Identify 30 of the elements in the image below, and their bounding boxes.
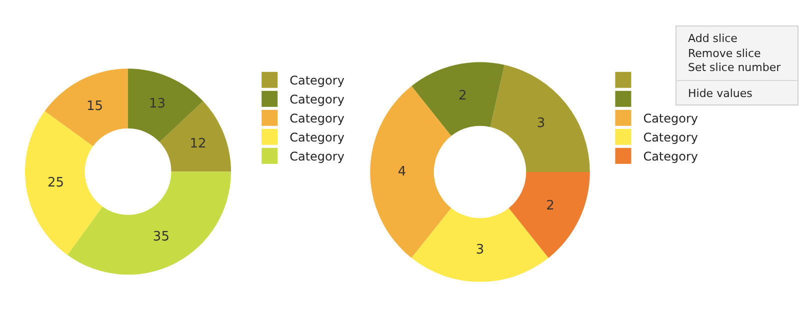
donut-slice bbox=[490, 64, 590, 172]
legend-label: Category bbox=[643, 150, 698, 164]
data-label: 3 bbox=[476, 242, 484, 258]
data-label: 25 bbox=[47, 176, 64, 191]
legend-label: Category bbox=[290, 92, 344, 107]
donut-slice bbox=[370, 86, 452, 258]
data-label: 15 bbox=[86, 99, 104, 114]
data-label: 2 bbox=[458, 88, 467, 104]
donut-slice bbox=[508, 172, 590, 258]
legend-label: Category bbox=[290, 112, 344, 126]
legend-label: Category bbox=[290, 150, 344, 164]
legend-label: Category bbox=[290, 130, 344, 145]
data-label: 35 bbox=[152, 229, 170, 244]
data-label: 2 bbox=[546, 198, 554, 214]
donut-slice bbox=[411, 208, 549, 282]
legend-label: Category bbox=[643, 130, 698, 145]
text: Remove slice bbox=[688, 47, 762, 60]
data-label: 13 bbox=[149, 96, 166, 112]
data-label: 12 bbox=[190, 136, 206, 152]
legend-label: Category bbox=[290, 74, 344, 88]
text: Add slice bbox=[688, 32, 738, 45]
text: Hide values bbox=[688, 87, 753, 100]
legend-label: Category bbox=[643, 112, 698, 126]
text: Set slice number bbox=[688, 61, 782, 74]
data-label: 4 bbox=[398, 164, 406, 180]
donut-slice bbox=[25, 111, 103, 256]
data-label: 3 bbox=[536, 116, 546, 131]
donut-slice bbox=[411, 62, 504, 136]
donut-slice bbox=[44, 68, 128, 146]
donut-slice bbox=[67, 172, 231, 275]
